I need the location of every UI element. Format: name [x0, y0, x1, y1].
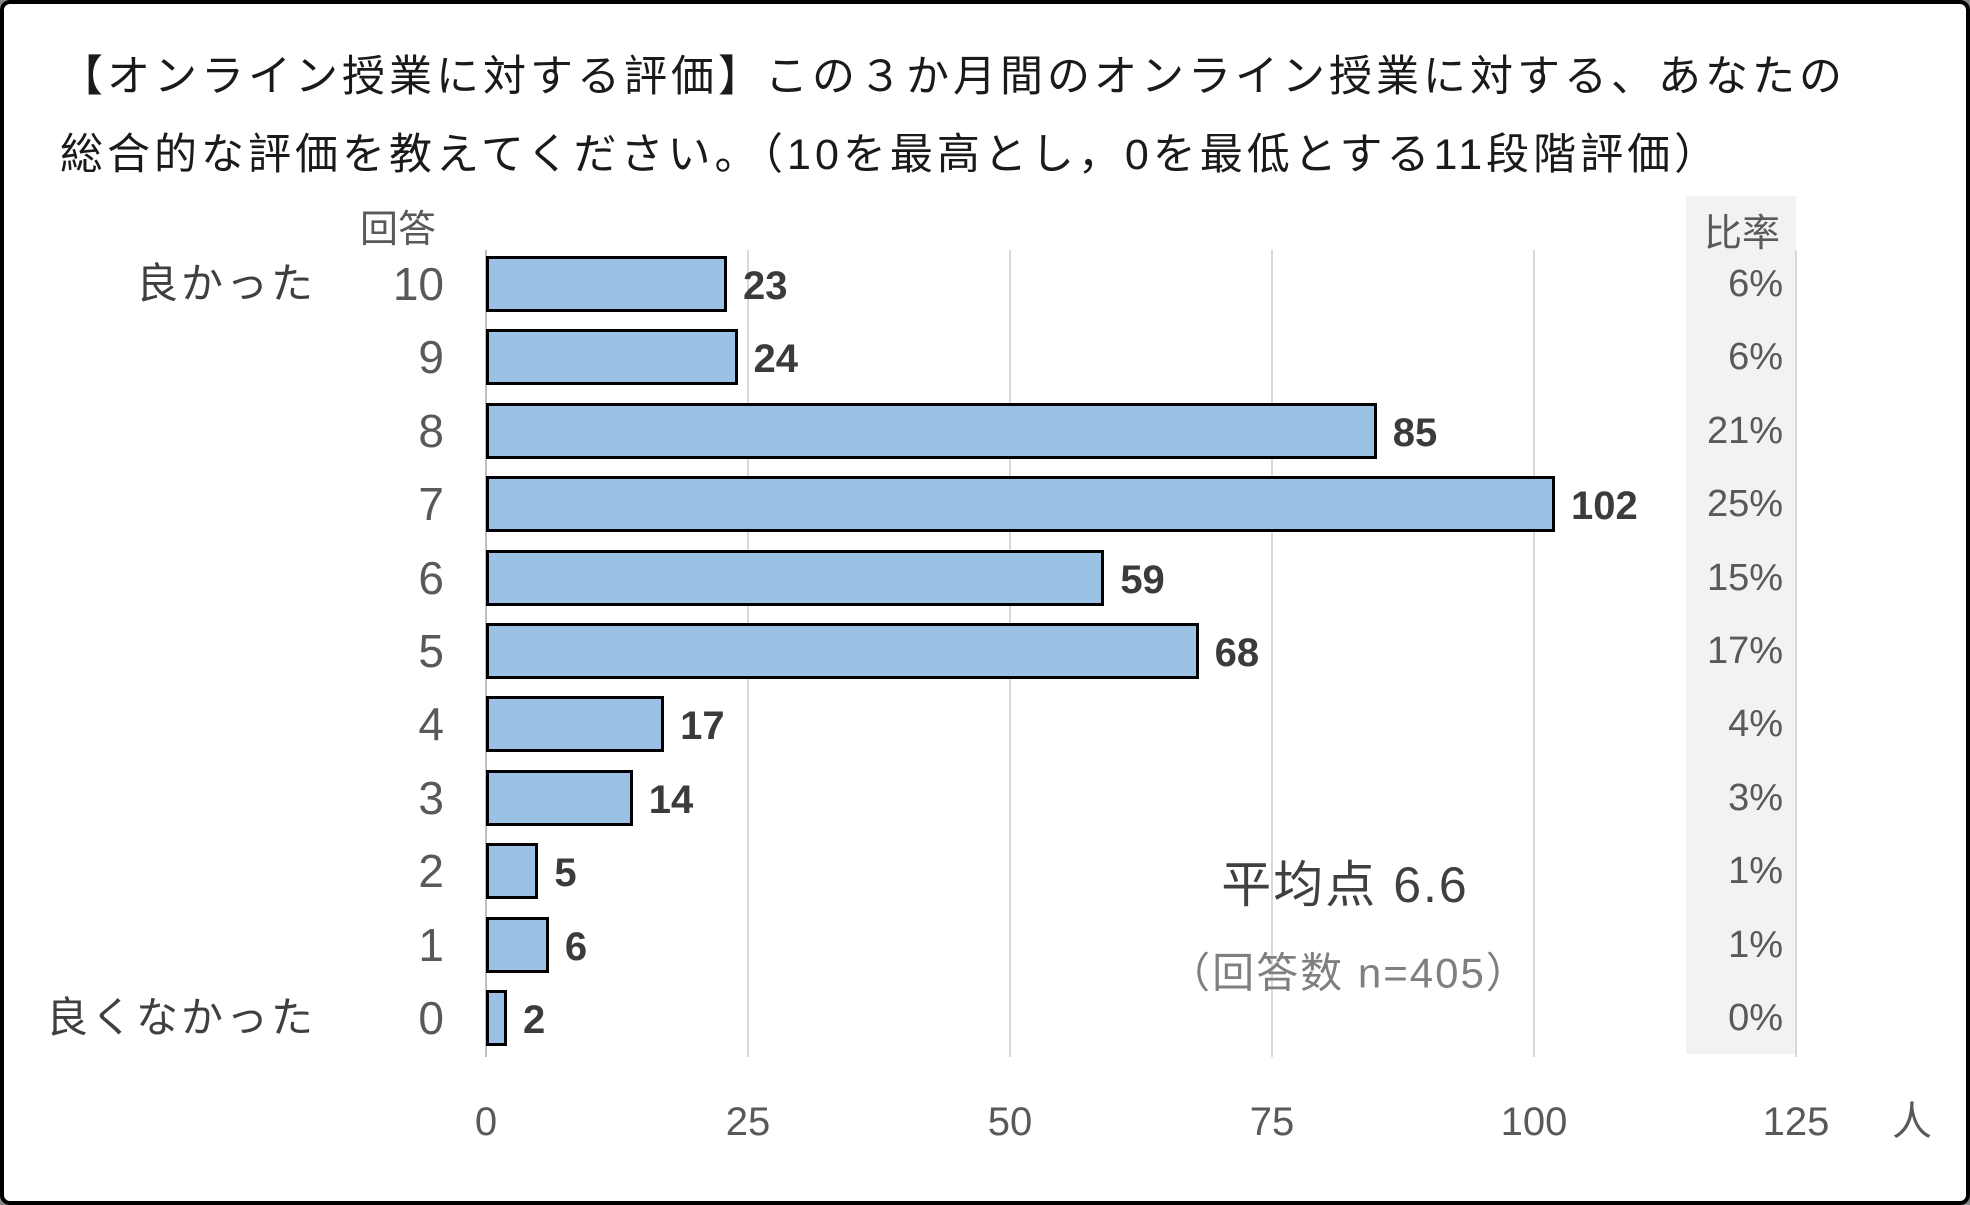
- ratio-label: 15%: [1706, 556, 1783, 599]
- x-axis-unit-label: 人: [1892, 1100, 1932, 1144]
- respondent-count-annotation: （回答数 n=405）: [1168, 949, 1530, 997]
- bar: [486, 329, 738, 386]
- rating-category-label: 6: [418, 551, 444, 604]
- bar-value-label: 14: [648, 777, 694, 822]
- ratio-label: 1%: [1728, 923, 1783, 966]
- rating-category-label: 1: [418, 918, 444, 971]
- max-side-label: 良かった: [135, 260, 316, 307]
- rating-category-label: 4: [418, 698, 444, 751]
- ratio-label: 6%: [1728, 336, 1783, 379]
- rating-category-label: 5: [418, 625, 444, 677]
- ratio-label: 17%: [1706, 630, 1783, 672]
- rating-category-label: 2: [418, 845, 444, 898]
- bar: [486, 916, 549, 973]
- bar: [486, 402, 1377, 459]
- x-axis-tick-label: 125: [1762, 1100, 1830, 1144]
- bar-value-label: 102: [1570, 484, 1638, 529]
- ratio-column-header: 比率: [1703, 213, 1781, 255]
- gridline: [1271, 250, 1273, 1057]
- bar-value-label: 17: [680, 704, 725, 749]
- bar: [486, 696, 665, 753]
- ratio-label: 3%: [1728, 776, 1783, 819]
- rating-category-label: 7: [418, 478, 444, 531]
- ratio-label: 4%: [1728, 703, 1783, 746]
- ratio-label: 0%: [1728, 997, 1783, 1039]
- ratio-label: 21%: [1706, 409, 1783, 452]
- bar-value-label: 85: [1392, 410, 1438, 455]
- bar: [486, 769, 633, 826]
- bar-value-label: 2: [522, 998, 546, 1042]
- chart-title-line1: 【オンライン授業に対する評価】この３か月間のオンライン授業に対する、あなたの: [60, 53, 1846, 101]
- x-axis-tick-label: 25: [725, 1100, 771, 1144]
- x-axis-tick-label: 100: [1500, 1100, 1568, 1144]
- bar-value-label: 6: [564, 924, 588, 969]
- rating-category-label: 0: [418, 992, 444, 1044]
- ratio-label: 25%: [1706, 483, 1783, 526]
- gridline: [1795, 250, 1797, 1057]
- bar-value-label: 59: [1120, 557, 1165, 602]
- rating-category-label: 9: [418, 331, 444, 384]
- bar-value-label: 5: [554, 851, 577, 896]
- ratio-column-background: [1686, 196, 1796, 1054]
- bar: [486, 549, 1105, 606]
- rating-category-label: 10: [392, 258, 444, 310]
- ratio-label: 6%: [1728, 263, 1783, 305]
- bar-value-label: 68: [1214, 631, 1260, 675]
- min-side-label: 良くなかった: [45, 994, 316, 1041]
- ratio-label: 1%: [1728, 850, 1783, 893]
- x-axis-tick-label: 50: [987, 1100, 1033, 1144]
- bar-chart-plot-area: 回答 比率 良かった 10 23 6% 9 24 6% 8 85 21% 7 102 25% 6 59 15%…: [4, 4, 1966, 1201]
- bar-value-label: 24: [753, 337, 799, 382]
- bar: [486, 623, 1199, 679]
- bar-value-label: 23: [743, 264, 788, 308]
- average-score-annotation: 平均点 6.6: [1221, 857, 1469, 913]
- x-axis-tick-label: 75: [1249, 1100, 1295, 1144]
- bar: [486, 256, 728, 312]
- rating-category-label: 8: [418, 404, 444, 457]
- rating-category-label: 3: [418, 771, 444, 824]
- bar: [486, 990, 507, 1046]
- chart-title: 【オンライン授業に対する評価】この３か月間のオンライン授業に対する、あなたの 総…: [60, 38, 1940, 194]
- bar: [486, 476, 1555, 533]
- bar: [486, 843, 539, 900]
- chart-title-line2: 総合的な評価を教えてください。（10を最高とし，0を最低とする11段階評価）: [60, 131, 1722, 179]
- category-axis-header: 回答: [359, 209, 437, 251]
- x-axis-tick-label: 0: [474, 1100, 498, 1144]
- gridline: [1533, 250, 1535, 1057]
